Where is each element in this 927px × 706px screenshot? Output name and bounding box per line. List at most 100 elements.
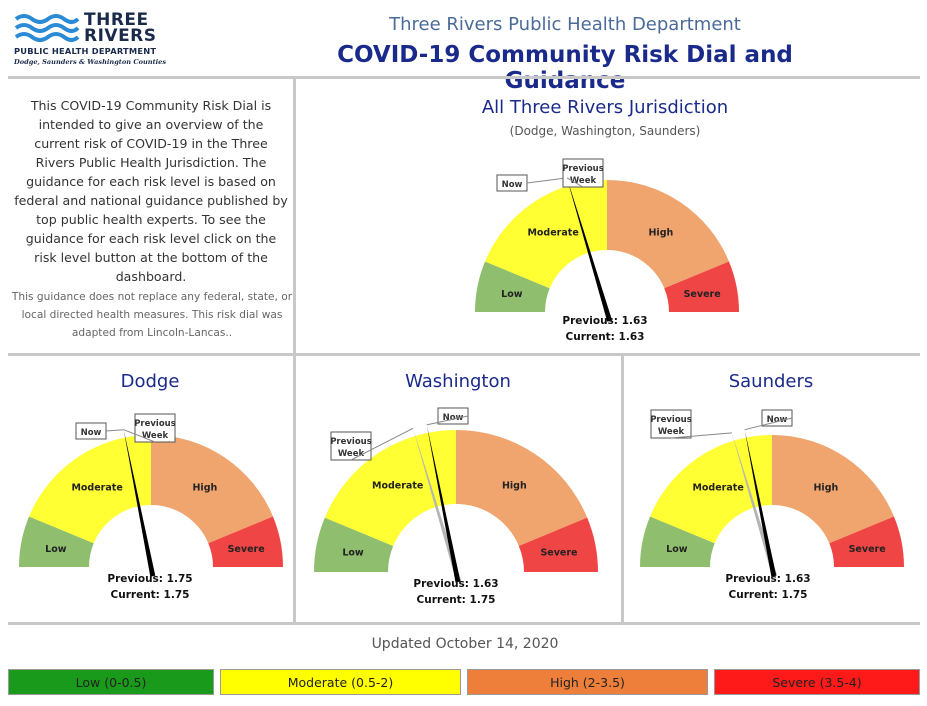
readout-all: Previous: 1.63 Current: 1.63: [520, 313, 690, 345]
dial-label-high: High: [648, 227, 673, 238]
dial-label-low: Low: [342, 548, 364, 559]
current-value-dodge: Current: 1.75: [110, 589, 190, 601]
dial-band-moderate: [650, 435, 772, 544]
panel-title-all: All Three Rivers Jurisdiction: [481, 97, 729, 118]
dial-band-severe: [664, 261, 739, 312]
dial-band-low: [19, 516, 94, 567]
dial-label-high: High: [813, 482, 838, 493]
dial-label-high: High: [192, 482, 217, 493]
logo: THREE RIVERS PUBLIC HEALTH DEPARTMENT Do…: [14, 12, 166, 70]
dial-label-severe: Severe: [849, 544, 886, 555]
dial-band-low: [314, 517, 394, 572]
dial-label-moderate: Moderate: [692, 482, 743, 493]
rivers-wave-icon: [14, 14, 80, 42]
logo-counties: Dodge, Saunders & Washington Counties: [14, 58, 167, 66]
previous-week-callout: Previous Week: [330, 431, 372, 461]
dial-label-low: Low: [666, 544, 688, 555]
previous-week-callout: Previous Week: [134, 413, 176, 443]
now-callout: Now: [75, 422, 107, 440]
previous-value-dodge: Previous: 1.75: [107, 573, 193, 585]
dial-band-low: [640, 516, 715, 567]
divider: [8, 622, 920, 625]
previous-week-callout: Previous Week: [650, 409, 692, 439]
dial-label-severe: Severe: [684, 289, 721, 300]
dial-label-moderate: Moderate: [71, 482, 122, 493]
dial-band-severe: [829, 516, 904, 567]
now-callout: Now: [496, 174, 528, 192]
dial-label-severe: Severe: [540, 548, 577, 559]
previous-leader-line: [123, 429, 156, 443]
updated-date: Updated October 14, 2020: [371, 636, 559, 652]
panel-title-dodge: Dodge: [120, 371, 180, 392]
panel-title-saunders: Saunders: [728, 371, 814, 392]
disclaimer-text: This guidance does not replace any feder…: [11, 291, 293, 339]
divider: [621, 356, 624, 622]
previous-week-callout: Previous Week: [562, 158, 604, 188]
previous-week-callout-text: Previous: [134, 419, 176, 429]
previous-leader-line: [566, 177, 584, 188]
panel-title-washington: Washington: [405, 371, 511, 392]
dial-band-moderate: [29, 435, 152, 544]
previous-week-callout-text: Previous: [330, 437, 372, 447]
previous-week-callout-box: [562, 158, 604, 188]
previous-week-callout-text: Previous: [562, 164, 604, 174]
page-title: COVID-19 Community Risk Dial and Guidanc…: [337, 42, 793, 94]
now-leader-line: [105, 429, 124, 432]
previous-week-callout-text: Week: [570, 176, 597, 186]
previous-value-washington: Previous: 1.63: [413, 578, 499, 590]
risk-dial-washington: Low Moderate High Severe Now Previous Week: [314, 407, 598, 583]
readout-saunders: Previous: 1.63 Current: 1.75: [688, 571, 848, 603]
now-callout-text: Now: [767, 415, 788, 425]
current-needle: [426, 424, 461, 583]
previous-week-callout-text: Week: [142, 431, 169, 441]
dial-band-severe: [208, 516, 283, 567]
dial-label-low: Low: [45, 544, 67, 555]
risk-dial-saunders: Low Moderate High Severe Now Previous Week: [640, 409, 904, 577]
previous-week-callout-text: Week: [338, 449, 365, 459]
now-callout-text: Now: [443, 413, 464, 423]
risk-level-high-button[interactable]: High (2-3.5): [467, 669, 708, 695]
previous-week-callout-text: Week: [658, 427, 685, 437]
readout-dodge: Previous: 1.75 Current: 1.75: [70, 571, 230, 603]
department-name: Three Rivers Public Health Department: [389, 14, 741, 35]
dial-label-low: Low: [501, 289, 523, 300]
panel-subtitle-all: (Dodge, Washington, Saunders): [509, 124, 701, 138]
risk-level-moderate-button[interactable]: Moderate (0.5-2): [220, 669, 461, 695]
dial-band-high: [151, 435, 273, 544]
risk-level-severe-button[interactable]: Severe (3.5-4): [714, 669, 920, 695]
previous-leader-line: [670, 432, 732, 439]
now-callout: Now: [437, 407, 469, 425]
divider: [8, 76, 920, 79]
dial-band-moderate: [485, 180, 607, 289]
risk-level-low-button[interactable]: Low (0-0.5): [8, 669, 214, 695]
previous-leader-line: [350, 427, 414, 461]
previous-week-callout-text: Previous: [650, 415, 692, 425]
divider: [8, 353, 920, 356]
dial-label-high: High: [502, 481, 527, 492]
logo-line2: RIVERS: [84, 26, 157, 46]
current-value-washington: Current: 1.75: [416, 594, 496, 606]
now-callout: Now: [761, 409, 793, 427]
divider: [293, 356, 296, 622]
intro-text: This COVID-19 Community Risk Dial is int…: [14, 98, 288, 284]
dial-band-high: [607, 180, 729, 289]
dial-band-severe: [518, 517, 598, 572]
risk-dial-all: Low Moderate High Severe Now Previous Week: [475, 158, 739, 322]
previous-value-all: Previous: 1.63: [562, 315, 648, 327]
current-needle: [744, 429, 777, 577]
current-value-saunders: Current: 1.75: [728, 589, 808, 601]
now-leader-line: [426, 415, 469, 426]
previous-value-saunders: Previous: 1.63: [725, 573, 811, 585]
logo-brand: THREE RIVERS: [84, 12, 157, 46]
risk-dial-dodge: Low Moderate High Severe Now Previous Week: [19, 413, 283, 577]
dial-band-high: [772, 435, 894, 544]
now-callout-text: Now: [81, 428, 102, 438]
dial-band-moderate: [324, 430, 456, 546]
current-value-all: Current: 1.63: [565, 331, 645, 343]
dial-label-severe: Severe: [228, 544, 265, 555]
current-needle: [123, 429, 156, 577]
divider: [293, 79, 296, 353]
current-needle: [566, 177, 613, 322]
dial-band-low: [475, 261, 550, 312]
now-leader-line: [744, 417, 793, 431]
